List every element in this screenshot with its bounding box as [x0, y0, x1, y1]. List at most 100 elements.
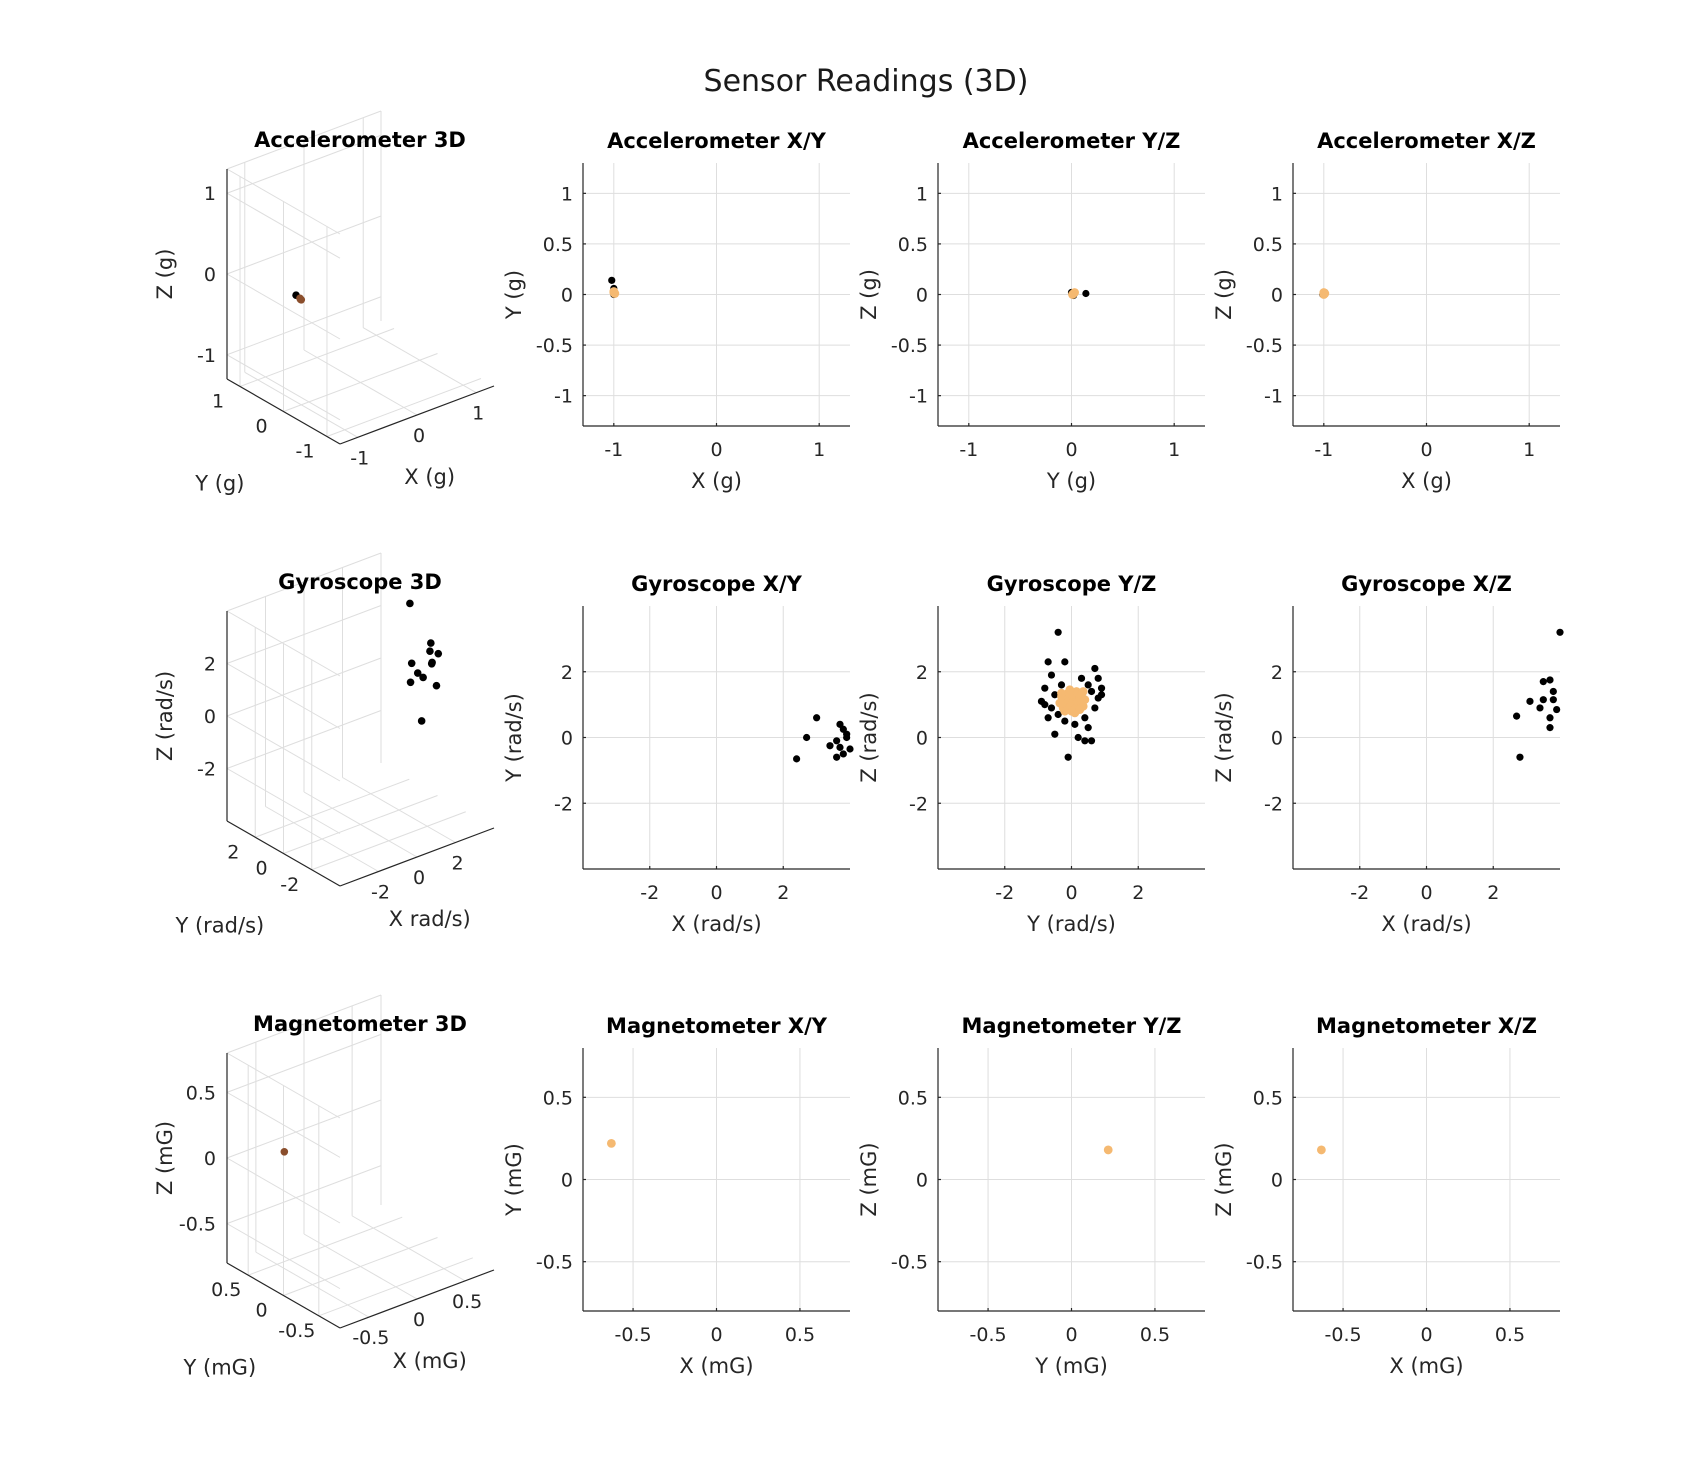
z-tick-label: 2 [204, 654, 216, 676]
x-tick-label: -1 [1314, 439, 1333, 461]
x-tick-label: -1 [350, 447, 369, 469]
z-axis-label: Z (g) [153, 249, 177, 300]
data-point [1087, 687, 1096, 696]
data-point [1091, 664, 1099, 673]
y-tick-label: 0 [255, 858, 267, 880]
data-point [609, 288, 619, 297]
y-tick-label: -0.5 [891, 1252, 928, 1274]
y-tick-label: 0 [561, 728, 573, 750]
y-axis-label: Y (mG) [183, 1355, 257, 1379]
data-point [1074, 733, 1082, 742]
subplot-gyroscope-7: -2 0 2 -2 0 2 Gyroscope X/Z X (rad/s) Z (rad/s) [1212, 572, 1564, 936]
y-tick-label: -1 [295, 441, 314, 463]
x-tick-label: 1 [1523, 439, 1535, 461]
data-point [1041, 701, 1049, 709]
plot-title: Accelerometer X/Z [1317, 129, 1536, 153]
y-tick-label: -1 [909, 386, 928, 408]
data-point [793, 755, 801, 763]
x-tick-label: 0 [710, 882, 722, 904]
sidewall-grid-z [226, 663, 341, 729]
box-edge [226, 552, 382, 612]
series-calibrated [606, 1138, 616, 1148]
series-points [280, 1147, 289, 1156]
x-tick-label: -0.5 [615, 1324, 652, 1346]
y-tick-label: -2 [1264, 793, 1283, 815]
z-tick-label: 0 [204, 264, 216, 286]
x-axis-label: X (g) [1401, 469, 1452, 493]
x-tick-label: 1 [1168, 439, 1180, 461]
data-point [296, 295, 305, 304]
backwall-grid-z [226, 1033, 382, 1093]
x-tick-label: 0.5 [452, 1291, 482, 1313]
data-point [833, 753, 841, 761]
data-point [1556, 628, 1564, 636]
x-tick-label: -0.5 [1325, 1324, 1362, 1346]
x-tick-label: 0 [1420, 1324, 1432, 1346]
y-axis-label: Z (rad/s) [1212, 692, 1236, 782]
data-point [813, 714, 821, 722]
data-point [1077, 674, 1086, 682]
y-axis-label: Z (rad/s) [857, 692, 881, 782]
data-point [826, 742, 834, 750]
data-point [846, 745, 854, 753]
data-point [427, 660, 436, 668]
subplot-magnetometer-10: -0.5 0 0.5 -0.5 0 0.5 Magnetometer Y/Z Y (mG) Z … [857, 1014, 1205, 1378]
plot-title: Accelerometer Y/Z [963, 129, 1181, 153]
y-axis-label: Y (rad/s) [174, 913, 264, 937]
y-tick-label: 0 [916, 285, 928, 307]
y-axis-line [226, 820, 341, 887]
floor-grid-y [283, 795, 438, 854]
floor-grid-y [318, 1257, 473, 1317]
x-axis-label: X rad/s) [389, 907, 471, 931]
x-tick-label: -2 [1350, 882, 1369, 904]
y-tick-label: 2 [916, 662, 928, 684]
series-raw [793, 714, 854, 763]
x-tick-label: -1 [959, 439, 978, 461]
y-tick-label: 0 [1271, 285, 1283, 307]
x-tick-label: 0.5 [1140, 1324, 1170, 1346]
y-tick-label: 0.5 [211, 1279, 241, 1301]
y-axis-line [226, 378, 341, 445]
subplot-gyroscope-6: -2 0 2 -2 0 2 Gyroscope Y/Z Y (rad/s) Z (rad/s) [857, 572, 1205, 936]
data-point [1091, 704, 1099, 712]
data-point [843, 733, 851, 742]
data-point [1536, 704, 1544, 712]
data-point [1054, 710, 1062, 719]
plot-title: Magnetometer X/Y [606, 1014, 828, 1038]
series-calibrated [1316, 1145, 1326, 1155]
data-point [1526, 697, 1534, 705]
data-point [1097, 691, 1106, 699]
data-point [280, 1147, 289, 1156]
data-point [1078, 687, 1088, 696]
z-axis-label: Z (mG) [153, 1121, 177, 1195]
data-point [1061, 658, 1069, 666]
data-point [427, 639, 435, 647]
y-tick-label: 1 [916, 183, 928, 205]
z-tick-label: 0 [204, 706, 216, 728]
data-point [1082, 289, 1090, 298]
data-point [1051, 691, 1059, 699]
series-points [292, 291, 306, 304]
x-tick-label: 0 [1420, 439, 1432, 461]
y-tick-label: 0.5 [1253, 1087, 1283, 1109]
data-point [1057, 681, 1066, 689]
y-tick-label: 1 [1271, 183, 1283, 205]
plot-title: Magnetometer 3D [253, 1012, 467, 1036]
y-tick-label: -0.5 [1246, 1252, 1283, 1274]
box-edge [226, 994, 382, 1054]
y-tick-label: -0.5 [536, 335, 573, 357]
series-calibrated [1103, 1145, 1113, 1155]
data-point [1081, 714, 1089, 722]
data-point [833, 737, 841, 745]
backwall-grid-z [226, 1165, 382, 1225]
sidewall-grid-z [226, 768, 341, 834]
y-axis-label: Y (mG) [502, 1143, 526, 1217]
x-axis-line [339, 827, 495, 887]
data-point [1087, 737, 1096, 745]
y-tick-label: 2 [561, 662, 573, 684]
data-point [1539, 678, 1547, 686]
y-axis-label: Y (g) [194, 471, 244, 495]
backwall-grid-z [226, 1099, 382, 1159]
subplot-accelerometer-3: -1 0 1 -1 -0.5 0 0.5 1 Accelerometer X/Z X (g) Z (… [1212, 129, 1560, 493]
data-point [1081, 737, 1089, 745]
